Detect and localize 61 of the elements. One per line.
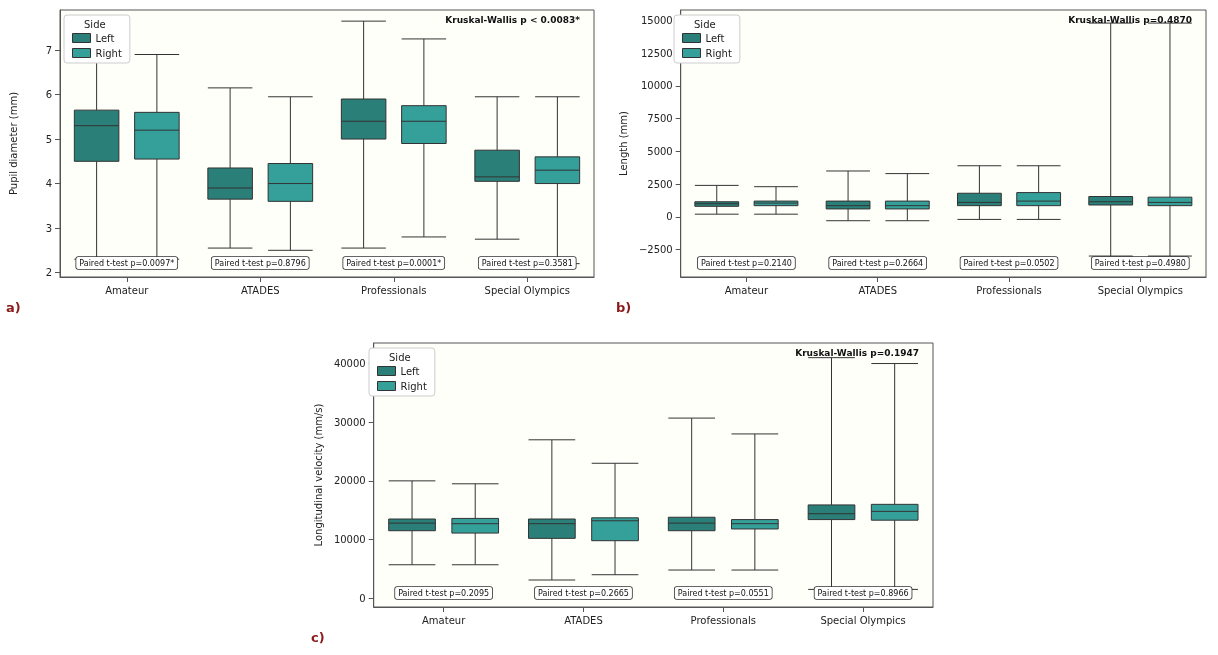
y-tick-label: 4 — [45, 178, 52, 190]
y-tick-label: 20000 — [333, 475, 366, 487]
y-tick-label: 0 — [666, 211, 673, 223]
y-tick-label: 6 — [45, 89, 52, 101]
text: c) — [311, 629, 325, 645]
annotation: Paired t-test p=0.0097* — [79, 258, 175, 268]
annotation: Paired t-test p=0.0502 — [963, 258, 1055, 268]
annotation: Paired t-test p=0.3581 — [481, 258, 573, 268]
annotation: Paired t-test p=0.8796 — [214, 258, 306, 268]
x-tick-label: Amateur — [422, 614, 467, 626]
y-tick-label: 5 — [45, 133, 52, 145]
annotation: Paired t-test p=0.2665 — [537, 588, 629, 598]
y-tick-label: 7500 — [647, 113, 673, 125]
y-axis-title: Pupil diameter (mm) — [7, 91, 19, 196]
legend-title: Side — [84, 18, 106, 30]
legend-label: Right — [95, 47, 122, 59]
legend-label: Left — [400, 365, 420, 377]
text: a) — [6, 299, 21, 315]
y-tick-label: 3 — [45, 222, 52, 234]
annotation: Paired t-test p=0.2140 — [700, 258, 792, 268]
x-tick-label: ATADES — [858, 284, 898, 296]
legend-title: Side — [694, 18, 716, 30]
y-tick-label: 30000 — [333, 416, 366, 428]
annotation: Paired t-test p=0.2095 — [398, 588, 490, 598]
annotation: Paired t-test p=0.0001* — [346, 258, 442, 268]
legend-label: Right — [705, 47, 732, 59]
y-tick-label: 10000 — [333, 534, 366, 546]
y-tick-label: 0 — [359, 592, 366, 604]
legend-label: Left — [95, 32, 115, 44]
y-tick-label: 7 — [45, 44, 52, 56]
text: b) — [616, 299, 632, 315]
legend-title: Side — [389, 351, 411, 363]
y-axis-title: Longitudinal velocity (mm/s) — [312, 403, 324, 547]
y-tick-label: −2500 — [638, 244, 673, 256]
x-tick-label: Professionals — [690, 614, 756, 626]
annotation: Paired t-test p=0.4980 — [1094, 258, 1186, 268]
legend-label: Right — [400, 380, 427, 392]
annotation: Paired t-test p=0.0551 — [677, 588, 769, 598]
annotation: Paired t-test p=0.8966 — [817, 588, 909, 598]
y-tick-label: 40000 — [333, 358, 366, 370]
x-tick-label: Professionals — [976, 284, 1042, 296]
y-tick-label: 12500 — [640, 47, 673, 59]
y-tick-label: 2 — [45, 267, 52, 279]
x-tick-label: Amateur — [724, 284, 769, 296]
annotation: Kruskal-Wallis p < 0.0083* — [445, 15, 581, 25]
y-tick-label: 10000 — [640, 80, 673, 92]
annotation: Kruskal-Wallis p=0.1947 — [795, 348, 919, 358]
x-tick-label: Special Olympics — [484, 284, 570, 296]
x-tick-label: Professionals — [361, 284, 427, 296]
x-tick-label: Amateur — [105, 284, 150, 296]
y-tick-label: 15000 — [640, 14, 673, 26]
annotation: Kruskal-Wallis p=0.4870 — [1068, 15, 1192, 25]
legend-label: Left — [705, 32, 725, 44]
annotation: Paired t-test p=0.2664 — [832, 258, 924, 268]
x-tick-label: Special Olympics — [1097, 284, 1184, 296]
y-tick-label: 2500 — [647, 178, 673, 190]
y-tick-label: 5000 — [647, 145, 673, 157]
x-tick-label: Special Olympics — [820, 614, 906, 626]
x-tick-label: ATADES — [240, 284, 280, 296]
y-axis-title: Length (mm) — [617, 110, 629, 176]
x-tick-label: ATADES — [564, 614, 603, 626]
